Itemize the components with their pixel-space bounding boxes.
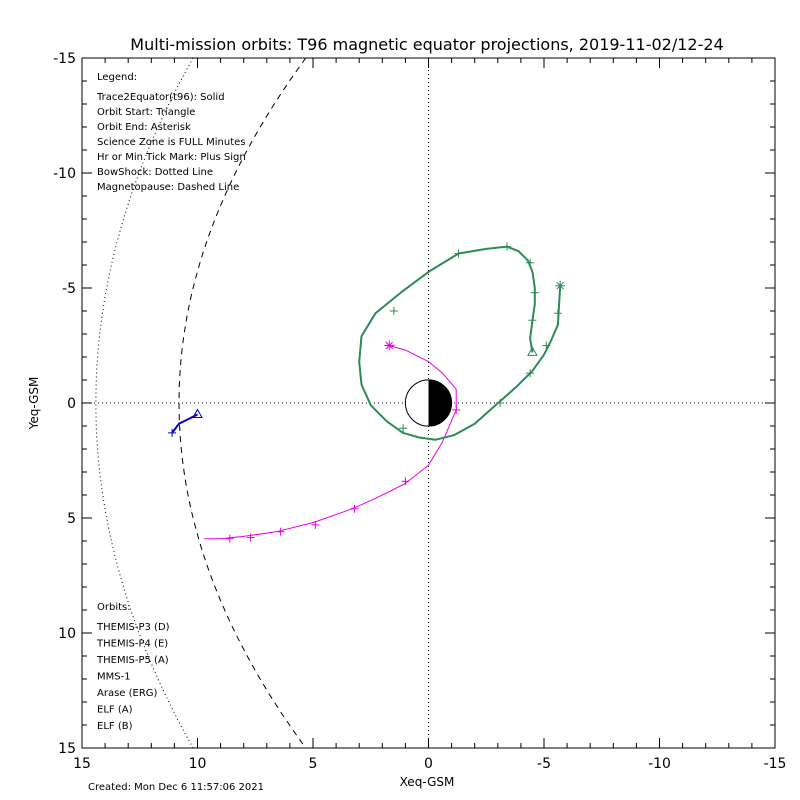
orbit-tick-mark bbox=[454, 249, 463, 258]
x-tick-label: 10 bbox=[189, 756, 207, 772]
legend-line: Orbit Start: Triangle bbox=[97, 107, 195, 118]
orbit-tick-mark bbox=[542, 341, 551, 350]
legend-line: Hr or Min Tick Mark: Plus Sign bbox=[97, 152, 246, 163]
orbit-tick-mark bbox=[526, 369, 535, 378]
orbits-legend-item: ELF (A) bbox=[97, 705, 133, 716]
orbit-tick-mark bbox=[225, 534, 234, 543]
orbit-tick-mark bbox=[276, 527, 285, 536]
orbit-tick-mark bbox=[553, 309, 562, 318]
orbit-end-asterisk bbox=[384, 340, 395, 351]
x-tick-label: 15 bbox=[73, 756, 91, 772]
orbits-legend-item: THEMIS-P3 (D) bbox=[96, 622, 170, 633]
orbit-tick-mark bbox=[503, 242, 512, 251]
y-tick-label: 15 bbox=[58, 741, 76, 757]
orbit-line-arase-erg bbox=[358, 245, 562, 441]
x-tick-label: 5 bbox=[309, 756, 318, 772]
x-tick-label: 0 bbox=[424, 756, 433, 772]
y-tick-label: 0 bbox=[67, 396, 76, 412]
orbit-line-themis-p5-a bbox=[204, 345, 457, 540]
created-timestamp: Created: Mon Dec 6 11:57:06 2021 bbox=[88, 782, 264, 793]
legend-title: Legend: bbox=[97, 72, 137, 83]
orbit-tick-mark bbox=[401, 477, 410, 486]
legend-line: Trace2Equator(t96): Solid bbox=[96, 92, 225, 103]
orbit-start-triangle bbox=[192, 408, 203, 418]
orbit-tick-mark bbox=[168, 428, 177, 437]
orbit-tick-mark bbox=[452, 405, 461, 414]
orbits-legend: Orbits: THEMIS-P3 (D) THEMIS-P4 (E) THEMIS-… bbox=[96, 602, 170, 732]
earth-night-side bbox=[428, 379, 452, 427]
y-axis-label: Yeq-GSM bbox=[27, 377, 41, 431]
x-tick-label: -10 bbox=[648, 756, 671, 772]
x-tick-label: -15 bbox=[764, 756, 787, 772]
orbits-legend-item: THEMIS-P5 (A) bbox=[96, 655, 169, 666]
y-tick-label: -10 bbox=[53, 166, 76, 182]
y-tick-label: -5 bbox=[62, 281, 76, 297]
legend-line: Science Zone is FULL Minutes bbox=[97, 137, 246, 148]
legend-line: Magnetopause: Dashed Line bbox=[97, 182, 239, 193]
legend-line: BowShock: Dotted Line bbox=[97, 167, 213, 178]
orbits-legend-item: Arase (ERG) bbox=[97, 688, 158, 699]
y-tick-label: 5 bbox=[67, 511, 76, 527]
orbit-tick-mark bbox=[528, 316, 537, 325]
x-axis-label: Xeq-GSM bbox=[400, 775, 455, 789]
y-tick-label: -15 bbox=[53, 51, 76, 67]
orbit-tick-mark bbox=[246, 533, 255, 542]
orbit-tick-mark bbox=[526, 258, 535, 267]
orbits-legend-title: Orbits: bbox=[97, 602, 131, 613]
x-tick-label: -5 bbox=[537, 756, 551, 772]
orbit-tick-mark bbox=[496, 399, 505, 407]
orbit-tick-mark bbox=[399, 424, 408, 433]
legend: Legend: Trace2Equator(t96): Solid Orbit St… bbox=[96, 72, 246, 193]
y-tick-label: 10 bbox=[58, 626, 76, 642]
orbit-start-triangle bbox=[527, 346, 538, 356]
orbits-legend-item: ELF (B) bbox=[97, 721, 133, 732]
chart-title: Multi-mission orbits: T96 magnetic equat… bbox=[130, 35, 723, 54]
orbit-tick-mark bbox=[389, 307, 398, 315]
orbit-tick-mark bbox=[311, 520, 320, 529]
orbits-legend-item: THEMIS-P4 (E) bbox=[96, 639, 168, 650]
magnetopause-line bbox=[178, 58, 307, 748]
legend-line: Orbit End: Asterisk bbox=[97, 122, 191, 133]
orbits-legend-item: MMS-1 bbox=[97, 672, 131, 683]
orbit-end-asterisk bbox=[555, 280, 566, 291]
orbit-tick-mark bbox=[350, 504, 359, 513]
orbit-tick-mark bbox=[530, 288, 539, 297]
